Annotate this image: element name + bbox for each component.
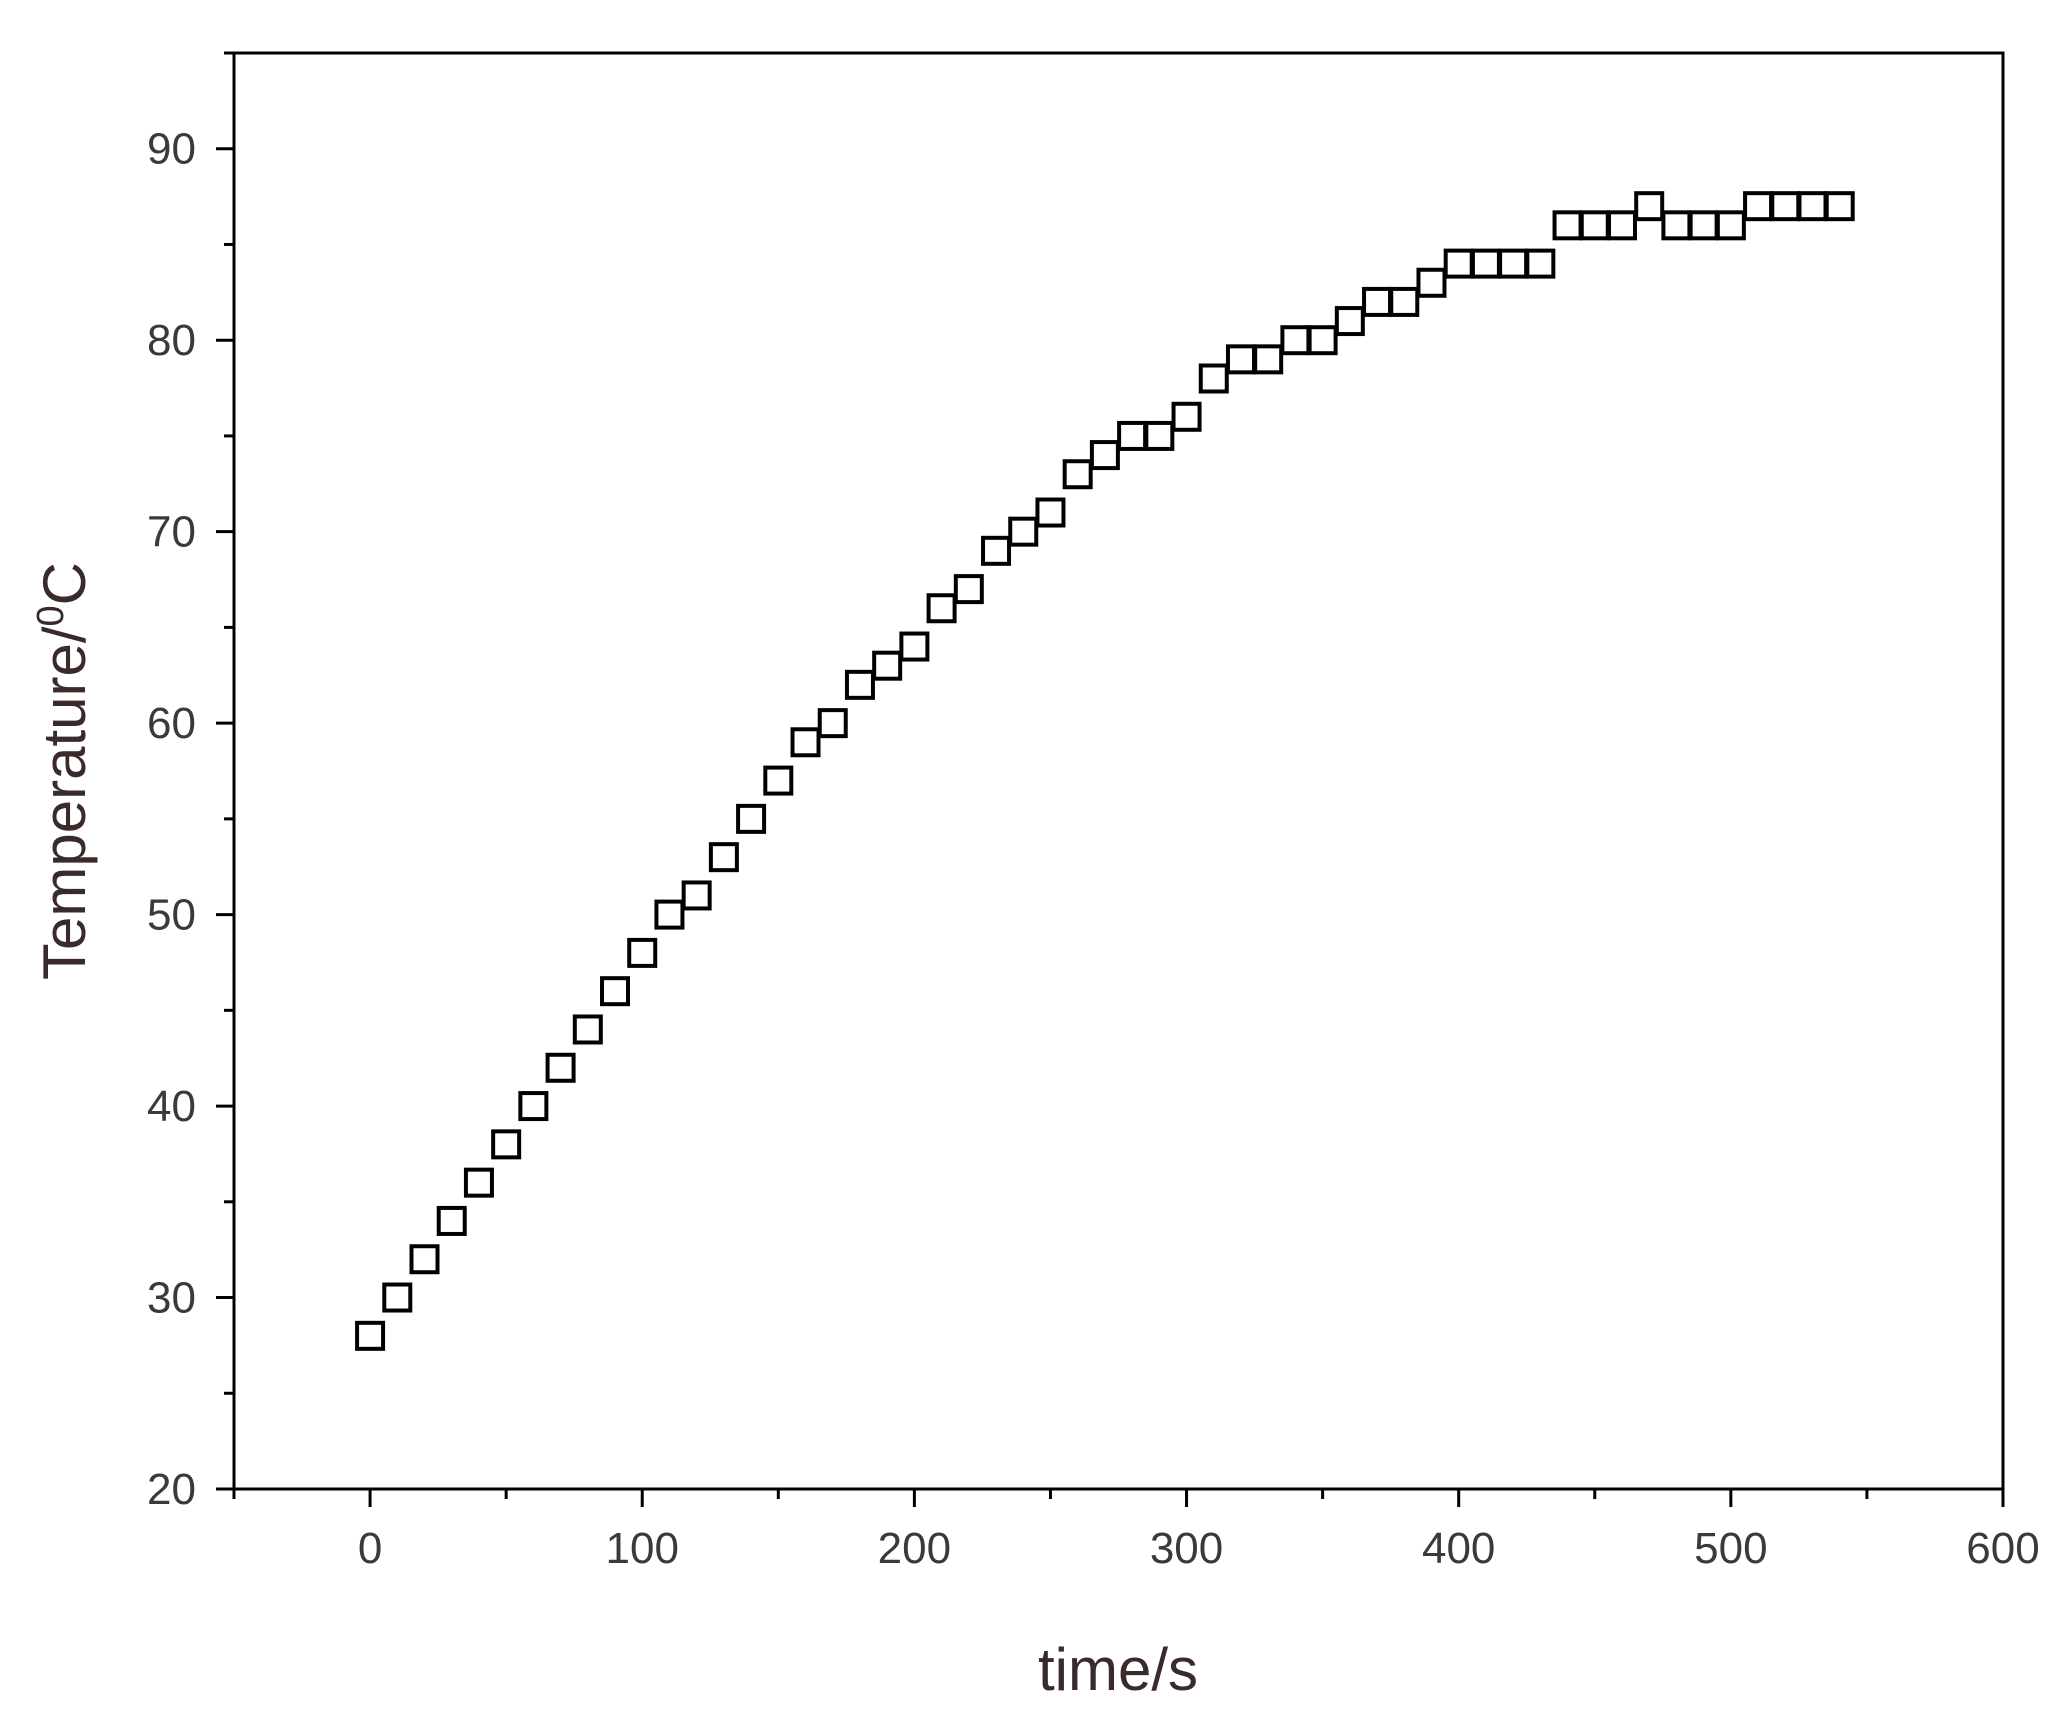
data-point xyxy=(899,631,930,662)
data-point xyxy=(1743,191,1774,222)
data-point xyxy=(1008,516,1039,547)
data-point xyxy=(844,669,875,700)
y-tick-label: 30 xyxy=(147,1274,196,1323)
data-point xyxy=(545,1052,576,1083)
data-point xyxy=(1824,191,1855,222)
data-point xyxy=(1416,267,1447,298)
data-point xyxy=(790,727,821,758)
data-point xyxy=(1552,210,1583,241)
data-point xyxy=(1035,497,1066,528)
y-tick-label: 70 xyxy=(147,508,196,557)
y-axis-title-unit: C xyxy=(31,562,98,605)
data-point xyxy=(872,650,903,681)
data-point xyxy=(681,880,712,911)
data-point xyxy=(708,842,739,873)
y-axis: 20 30 40 50 60 70 80 90 xyxy=(147,51,234,1514)
x-tick-label: 0 xyxy=(358,1524,382,1573)
y-tick-label: 20 xyxy=(147,1465,196,1514)
y-tick-label: 40 xyxy=(147,1082,196,1131)
data-point xyxy=(1770,191,1801,222)
data-point xyxy=(1117,420,1148,451)
x-tick-label: 200 xyxy=(878,1524,951,1573)
data-point xyxy=(981,535,1012,566)
y-tick-label: 50 xyxy=(147,891,196,940)
data-point xyxy=(409,1244,440,1275)
data-point xyxy=(600,976,631,1007)
data-point xyxy=(1634,191,1665,222)
data-point xyxy=(1089,440,1120,471)
x-tick-label: 100 xyxy=(606,1524,679,1573)
data-point xyxy=(1253,344,1284,375)
data-point xyxy=(1171,401,1202,432)
data-point xyxy=(1144,420,1175,451)
data-point xyxy=(436,1205,467,1236)
y-tick-label: 80 xyxy=(147,316,196,365)
y-axis-title-main: Temperature/ xyxy=(31,626,98,980)
x-tick-label: 600 xyxy=(1966,1524,2039,1573)
data-point xyxy=(926,593,957,624)
x-tick-label: 400 xyxy=(1422,1524,1495,1573)
x-tick-label: 300 xyxy=(1150,1524,1223,1573)
x-tick-label: 500 xyxy=(1694,1524,1767,1573)
data-point xyxy=(355,1320,386,1351)
data-point xyxy=(1307,325,1338,356)
y-axis-title-superscript: 0 xyxy=(30,605,72,626)
data-point xyxy=(1470,248,1501,279)
data-point xyxy=(1661,210,1692,241)
data-point xyxy=(491,1129,522,1160)
data-point xyxy=(1062,459,1093,490)
data-point xyxy=(1525,248,1556,279)
data-point xyxy=(382,1282,413,1313)
data-point xyxy=(1797,191,1828,222)
data-series xyxy=(355,191,1855,1351)
data-point xyxy=(1579,210,1610,241)
data-point xyxy=(1715,210,1746,241)
data-point xyxy=(1498,248,1529,279)
plot-frame xyxy=(232,51,2005,1491)
data-point xyxy=(953,574,984,605)
y-tick-label: 90 xyxy=(147,125,196,174)
data-point xyxy=(572,1014,603,1045)
data-point xyxy=(654,899,685,930)
data-point xyxy=(736,803,767,834)
data-point xyxy=(763,765,794,796)
data-point xyxy=(1688,210,1719,241)
data-point xyxy=(1334,306,1365,337)
data-point xyxy=(1225,344,1256,375)
data-point xyxy=(1443,248,1474,279)
data-point xyxy=(463,1167,494,1198)
x-axis-title: time/s xyxy=(1038,1636,1198,1703)
data-point xyxy=(518,1091,549,1122)
data-point xyxy=(627,937,658,968)
data-point xyxy=(1280,325,1311,356)
data-point xyxy=(1198,363,1229,394)
data-point xyxy=(1389,286,1420,317)
y-tick-label: 60 xyxy=(147,699,196,748)
x-axis: 0 100 200 300 400 500 600 xyxy=(232,1489,2040,1573)
data-point xyxy=(1362,286,1393,317)
data-point xyxy=(817,708,848,739)
y-axis-title: Temperature/0C xyxy=(30,562,98,980)
data-point xyxy=(1606,210,1637,241)
